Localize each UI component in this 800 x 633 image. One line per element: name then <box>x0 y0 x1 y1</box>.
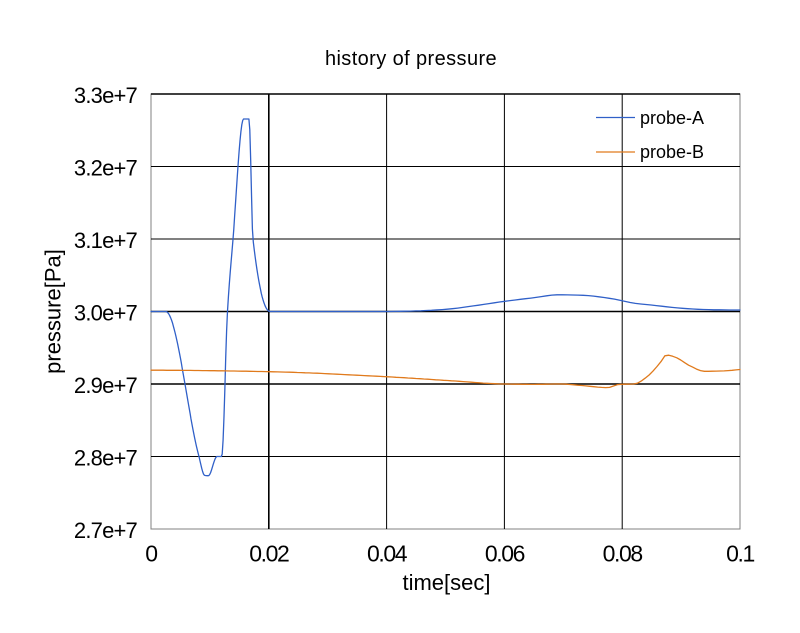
svg-text:3.0e+7: 3.0e+7 <box>74 300 138 325</box>
svg-text:pressure[Pa]: pressure[Pa] <box>41 249 66 374</box>
svg-text:3.2e+7: 3.2e+7 <box>74 155 138 180</box>
svg-text:0.1: 0.1 <box>726 541 754 567</box>
svg-text:0: 0 <box>145 541 157 567</box>
svg-text:probe-B: probe-B <box>640 142 704 162</box>
svg-text:2.8e+7: 2.8e+7 <box>74 445 138 470</box>
svg-text:3.3e+7: 3.3e+7 <box>74 83 138 108</box>
svg-text:3.1e+7: 3.1e+7 <box>74 228 138 253</box>
svg-text:2.7e+7: 2.7e+7 <box>74 518 138 543</box>
svg-text:time[sec]: time[sec] <box>402 570 490 595</box>
svg-text:0.06: 0.06 <box>485 541 525 567</box>
svg-text:0.08: 0.08 <box>603 541 643 567</box>
svg-text:0.04: 0.04 <box>367 541 408 567</box>
svg-text:history of pressure: history of pressure <box>325 48 497 70</box>
svg-text:probe-A: probe-A <box>640 108 704 128</box>
svg-text:0.02: 0.02 <box>249 541 289 567</box>
svg-text:2.9e+7: 2.9e+7 <box>74 373 138 398</box>
